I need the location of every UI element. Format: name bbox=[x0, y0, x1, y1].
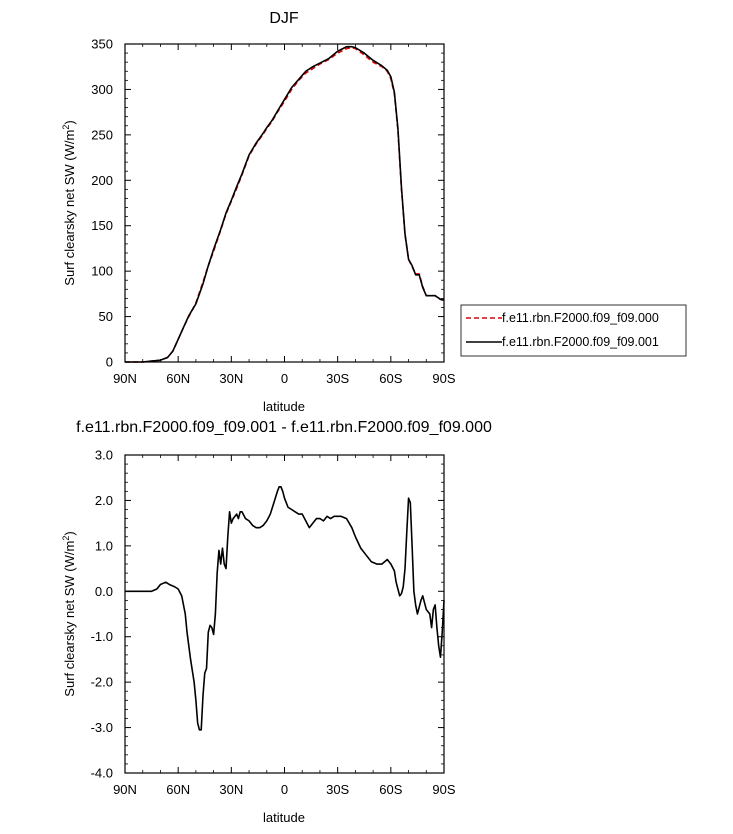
bottom-panel: f.e11.rbn.F2000.f09_f09.001 - f.e11.rbn.… bbox=[61, 419, 492, 825]
top-y-tick-label: 250 bbox=[91, 127, 113, 142]
bottom-x-tick-label: 90S bbox=[432, 782, 455, 797]
legend: f.e11.rbn.F2000.f09_f09.000 f.e11.rbn.F2… bbox=[460, 304, 687, 357]
bottom-plot-frame bbox=[124, 454, 445, 774]
top-x-tick-label: 30N bbox=[219, 371, 243, 386]
bottom-y-tick-label: 3.0 bbox=[95, 448, 113, 463]
bottom-y-tick-label: -4.0 bbox=[91, 766, 113, 781]
bottom-x-axis-label: latitude bbox=[263, 810, 305, 825]
top-x-tick-label: 60N bbox=[166, 371, 190, 386]
bottom-y-tick-label: -1.0 bbox=[91, 629, 113, 644]
legend-box bbox=[460, 304, 687, 357]
bottom-y-tick-label: 2.0 bbox=[95, 493, 113, 508]
top-x-tick-label: 90N bbox=[113, 371, 137, 386]
bottom-y-tick-label: 1.0 bbox=[95, 538, 113, 553]
bottom-x-tick-label: 60S bbox=[379, 782, 402, 797]
bottom-y-tick-label: -3.0 bbox=[91, 720, 113, 735]
top-series-line-1 bbox=[125, 45, 445, 363]
bottom-x-tick-label: 60N bbox=[166, 782, 190, 797]
bottom-x-tick-label: 30S bbox=[326, 782, 349, 797]
top-x-tick-label: 60S bbox=[379, 371, 402, 386]
top-panel-title: DJF bbox=[269, 10, 299, 27]
top-y-tick-label: 200 bbox=[91, 173, 113, 188]
top-y-axis-label: Surf clearsky net SW (W/m2) bbox=[61, 120, 77, 285]
legend-label-series-1: f.e11.rbn.F2000.f09_f09.001 bbox=[502, 335, 659, 349]
top-panel: DJF 90N 60N 30N 0 30S 60S 90S 0 50 100 150 200 250 30… bbox=[61, 10, 687, 414]
top-y-tick-label: 0 bbox=[106, 355, 113, 370]
legend-label-series-0: f.e11.rbn.F2000.f09_f09.000 bbox=[502, 311, 659, 325]
top-plot-frame bbox=[124, 43, 445, 363]
top-y-tick-label: 100 bbox=[91, 264, 113, 279]
top-series-line-0 bbox=[125, 46, 445, 363]
top-x-tick-label: 0 bbox=[281, 371, 288, 386]
bottom-x-tick-label: 0 bbox=[281, 782, 288, 797]
bottom-y-axis-label: Surf clearsky net SW (W/m2) bbox=[61, 531, 77, 696]
top-y-tick-label: 150 bbox=[91, 218, 113, 233]
top-x-tick-label: 90S bbox=[432, 371, 455, 386]
bottom-y-tick-label: 0.0 bbox=[95, 584, 113, 599]
bottom-y-tick-label: -2.0 bbox=[91, 675, 113, 690]
top-y-tick-label: 300 bbox=[91, 82, 113, 97]
bottom-x-tick-label: 30N bbox=[219, 782, 243, 797]
bottom-panel-title: f.e11.rbn.F2000.f09_f09.001 - f.e11.rbn.… bbox=[76, 419, 492, 436]
bottom-x-tick-label: 90N bbox=[113, 782, 137, 797]
top-y-tick-label: 350 bbox=[91, 37, 113, 52]
top-x-axis-label: latitude bbox=[263, 399, 305, 414]
bottom-series-line-0 bbox=[125, 485, 445, 731]
top-x-tick-label: 30S bbox=[326, 371, 349, 386]
top-y-tick-label: 50 bbox=[99, 309, 113, 324]
